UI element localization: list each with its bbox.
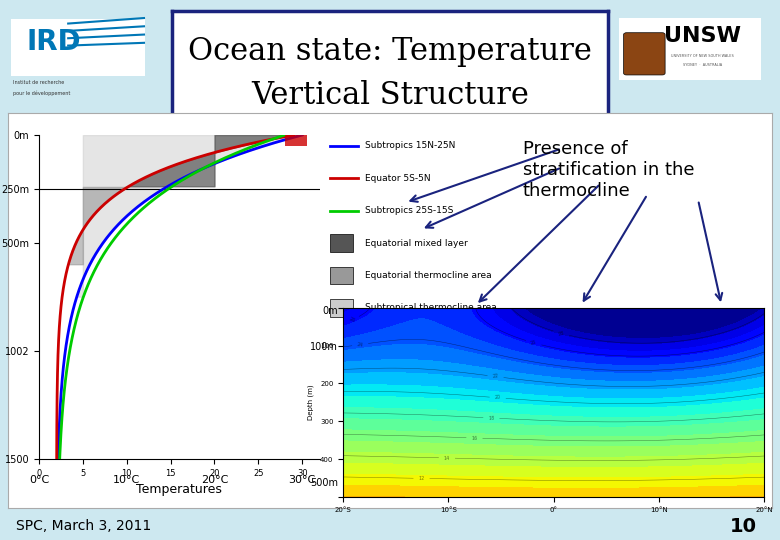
Text: SYDNEY  ·  AUSTRALIA: SYDNEY · AUSTRALIA <box>682 63 722 67</box>
Y-axis label: Depth (m): Depth (m) <box>308 384 314 420</box>
FancyBboxPatch shape <box>624 33 665 75</box>
Text: UNIVERSITY OF NEW SOUTH WALES: UNIVERSITY OF NEW SOUTH WALES <box>671 53 733 58</box>
Bar <box>330 234 353 252</box>
Text: 500m: 500m <box>310 478 338 488</box>
Text: 14: 14 <box>444 455 450 461</box>
Text: Equatorial mixed layer: Equatorial mixed layer <box>365 239 468 247</box>
X-axis label: Temperatures: Temperatures <box>136 483 222 496</box>
Text: 26: 26 <box>348 316 356 323</box>
Bar <box>330 299 353 316</box>
Text: Presence of
stratification in the
thermocline: Presence of stratification in the thermo… <box>523 140 694 200</box>
Text: 20°C: 20°C <box>200 475 229 485</box>
Text: 24: 24 <box>356 342 363 348</box>
Text: Ocean state: Temperature: Ocean state: Temperature <box>188 36 592 68</box>
Text: 26: 26 <box>530 340 537 346</box>
Text: 10: 10 <box>729 517 757 536</box>
Text: Subtropics 25S-15S: Subtropics 25S-15S <box>365 206 453 215</box>
Text: UNSW: UNSW <box>664 26 741 46</box>
Text: IRD: IRD <box>26 28 80 56</box>
Text: Vertical Structure: Vertical Structure <box>251 79 529 111</box>
Text: Equator 5S-5N: Equator 5S-5N <box>365 174 431 183</box>
Text: 10°C: 10°C <box>113 475 140 485</box>
Text: Subtropics 15N-25N: Subtropics 15N-25N <box>365 141 456 150</box>
Bar <box>11 19 145 76</box>
Text: 20: 20 <box>495 395 501 401</box>
Text: 0m: 0m <box>322 306 338 315</box>
Text: 18: 18 <box>488 415 495 421</box>
Text: pour le développement: pour le développement <box>13 91 71 96</box>
Text: 100m: 100m <box>310 342 338 352</box>
Text: 16: 16 <box>471 435 477 441</box>
Bar <box>619 18 761 80</box>
Bar <box>285 135 307 146</box>
Text: 28: 28 <box>558 330 565 336</box>
Text: Equatorial thermocline area: Equatorial thermocline area <box>365 271 491 280</box>
Text: Institut de recherche: Institut de recherche <box>13 80 65 85</box>
Bar <box>330 267 353 284</box>
Text: 22: 22 <box>492 374 499 380</box>
Text: SPC, March 3, 2011: SPC, March 3, 2011 <box>16 519 151 534</box>
Text: 0°C: 0°C <box>29 475 49 485</box>
Text: Subtropical thermocline area: Subtropical thermocline area <box>365 303 497 312</box>
Text: 30°C: 30°C <box>289 475 316 485</box>
Text: 12: 12 <box>418 476 424 481</box>
